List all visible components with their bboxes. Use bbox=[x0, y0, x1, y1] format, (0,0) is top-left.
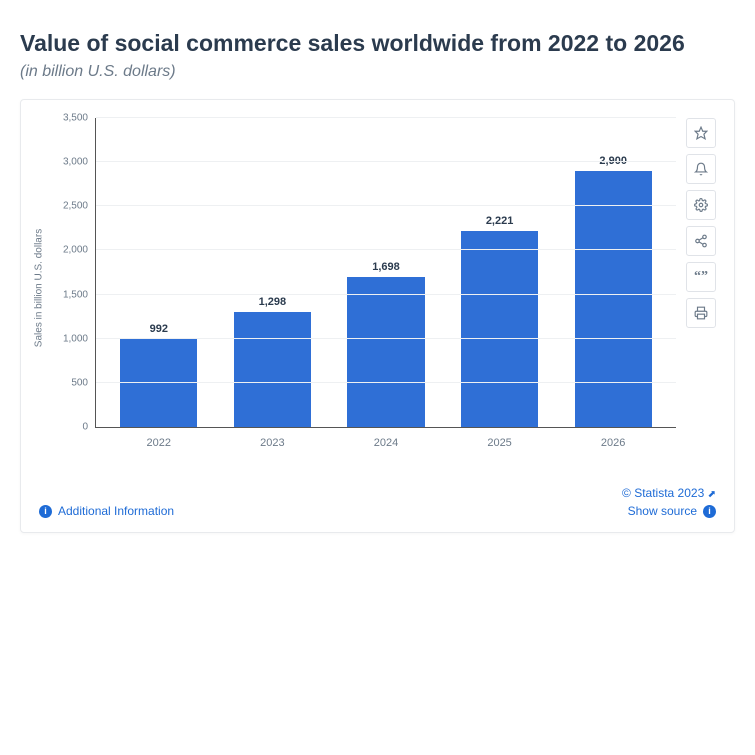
chart-card: Sales in billion U.S. dollars 99220221,2… bbox=[20, 99, 735, 533]
y-tick-label: 1,500 bbox=[63, 289, 96, 300]
x-tick-label: 2025 bbox=[487, 437, 511, 449]
bar-value-label: 1,698 bbox=[372, 261, 400, 273]
bar bbox=[575, 171, 652, 427]
copyright-text: © Statista 2023 ⬈ bbox=[622, 486, 716, 500]
y-tick-label: 500 bbox=[71, 377, 96, 388]
bar-slot: 2,9002026 bbox=[556, 118, 670, 427]
bar-value-label: 992 bbox=[150, 323, 168, 335]
chart-subtitle: (in billion U.S. dollars) bbox=[20, 63, 735, 81]
additional-info-link[interactable]: i Additional Information bbox=[39, 504, 174, 518]
y-tick-label: 1,000 bbox=[63, 333, 96, 344]
chart-area: Sales in billion U.S. dollars 99220221,2… bbox=[39, 118, 676, 458]
gear-icon[interactable] bbox=[686, 190, 716, 220]
chart-toolbar: “” bbox=[686, 118, 716, 458]
x-tick-label: 2022 bbox=[147, 437, 171, 449]
bar bbox=[234, 312, 311, 427]
grid-line bbox=[96, 294, 676, 295]
chart-footer: i Additional Information © Statista 2023… bbox=[39, 486, 716, 518]
show-source-label: Show source bbox=[628, 504, 697, 518]
x-tick-label: 2026 bbox=[601, 437, 625, 449]
bar-slot: 1,2982023 bbox=[216, 118, 330, 427]
grid-line bbox=[96, 382, 676, 383]
bar bbox=[461, 231, 538, 427]
star-icon[interactable] bbox=[686, 118, 716, 148]
share-icon[interactable] bbox=[686, 226, 716, 256]
plot-area: 99220221,29820231,69820242,22120252,9002… bbox=[95, 118, 676, 428]
y-tick-label: 3,000 bbox=[63, 157, 96, 168]
bar-slot: 9922022 bbox=[102, 118, 216, 427]
bar-slot: 1,6982024 bbox=[329, 118, 443, 427]
show-source-link[interactable]: Show source i bbox=[628, 504, 716, 518]
grid-line bbox=[96, 117, 676, 118]
grid-line bbox=[96, 161, 676, 162]
quote-icon[interactable]: “” bbox=[686, 262, 716, 292]
y-tick-label: 3,500 bbox=[63, 113, 96, 124]
x-tick-label: 2024 bbox=[374, 437, 398, 449]
print-icon[interactable] bbox=[686, 298, 716, 328]
y-tick-label: 0 bbox=[82, 422, 96, 433]
x-tick-label: 2023 bbox=[260, 437, 284, 449]
y-tick-label: 2,500 bbox=[63, 201, 96, 212]
bar bbox=[347, 277, 424, 427]
bar-value-label: 2,221 bbox=[486, 215, 514, 227]
bar-value-label: 1,298 bbox=[259, 296, 287, 308]
chart-title: Value of social commerce sales worldwide… bbox=[20, 30, 735, 57]
bar bbox=[120, 339, 197, 427]
grid-line bbox=[96, 205, 676, 206]
info-icon: i bbox=[703, 505, 716, 518]
info-icon: i bbox=[39, 505, 52, 518]
y-tick-label: 2,000 bbox=[63, 245, 96, 256]
grid-line bbox=[96, 249, 676, 250]
external-icon: ⬈ bbox=[708, 489, 716, 500]
bar-slot: 2,2212025 bbox=[443, 118, 557, 427]
y-axis-label: Sales in billion U.S. dollars bbox=[34, 229, 45, 347]
bell-icon[interactable] bbox=[686, 154, 716, 184]
grid-line bbox=[96, 338, 676, 339]
additional-info-label: Additional Information bbox=[58, 504, 174, 518]
